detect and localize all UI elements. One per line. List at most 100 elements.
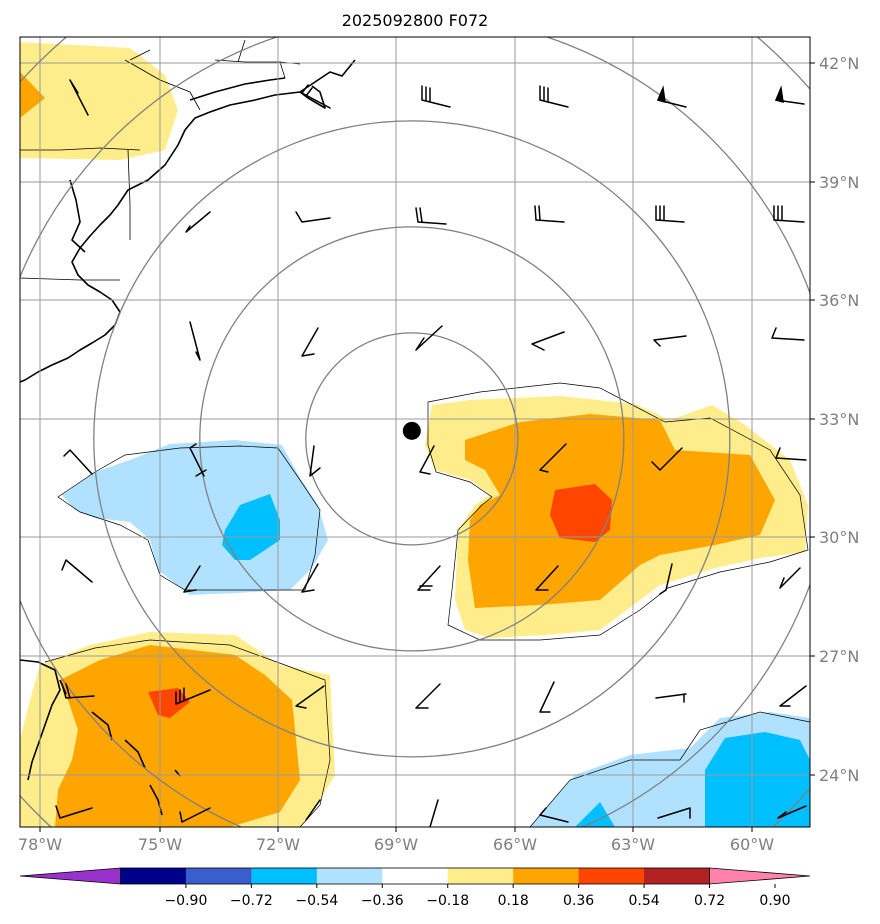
- anomaly-blue-se: [705, 732, 810, 827]
- anomaly-orange-sw: [55, 645, 300, 827]
- wind-barb: [429, 799, 439, 827]
- colorbar-tick-label: −0.72: [230, 893, 273, 909]
- coastline-chesapeake: [69, 179, 86, 253]
- wind-barb: [531, 331, 565, 351]
- lat-label: 36°N: [819, 291, 859, 310]
- wind-barb: [773, 205, 805, 223]
- colorbar-under-extend: [19, 867, 121, 885]
- colorbar-segment: [382, 868, 449, 884]
- wind-barb: [295, 211, 331, 223]
- wind-barb: [421, 85, 451, 108]
- colorbar-tick-label: −0.54: [295, 893, 338, 909]
- anomaly-negative-west: [62, 440, 328, 595]
- wind-barb: [61, 559, 93, 583]
- colorbar-tick-label: 0.18: [498, 893, 529, 909]
- wind-barb: [305, 799, 321, 821]
- lon-label: 69°W: [374, 835, 418, 854]
- anomaly-red-east: [550, 484, 612, 542]
- colorbar-outline: [120, 867, 710, 885]
- wind-barb: [301, 84, 331, 109]
- wind-barb: [189, 321, 201, 361]
- anomaly-blue-west: [222, 494, 280, 560]
- lat-label: 24°N: [819, 766, 859, 785]
- colorbar-tick-label: −0.36: [361, 893, 404, 909]
- lon-label: 72°W: [256, 835, 300, 854]
- lat-label: 33°N: [819, 410, 859, 429]
- lon-label: 66°W: [493, 835, 537, 854]
- wind-barb: [415, 325, 443, 351]
- anomaly-orange-east: [465, 414, 775, 608]
- field-contours: [44, 382, 810, 827]
- lon-label: 63°W: [611, 835, 655, 854]
- lon-label: 78°W: [18, 835, 62, 854]
- latitude-labels: 42°N 39°N 36°N 33°N 30°N 27°N 24°N: [819, 54, 859, 785]
- wind-barb: [651, 447, 683, 471]
- wind-barb: [535, 565, 559, 591]
- map-frame: [19, 36, 811, 828]
- colorbar-segment: [644, 868, 711, 884]
- colorbar-segment: [316, 868, 383, 884]
- wind-barb: [415, 683, 441, 709]
- colorbar-tick-label: 0.54: [629, 893, 660, 909]
- range-ring: [93, 120, 731, 758]
- coastline-bahamas-2: [124, 739, 146, 769]
- wind-barb: [775, 447, 807, 461]
- wind-barb: [415, 207, 447, 225]
- anomaly-positive-nw: [20, 42, 178, 160]
- coastline-bahamas-1: [91, 711, 113, 741]
- lat-label: 42°N: [819, 54, 859, 73]
- shaded-fields: [20, 42, 810, 827]
- state-borders: [20, 39, 301, 281]
- colorbar: −0.90 −0.72 −0.54 −0.36 −0.18 0.18 0.36 0.54 0.7…: [19, 867, 811, 909]
- colorbar-tick-label: 0.90: [759, 893, 790, 909]
- lon-label: 75°W: [138, 835, 182, 854]
- wind-barb: [539, 681, 555, 713]
- lat-label: 39°N: [819, 173, 859, 192]
- colorbar-segment: [120, 868, 187, 884]
- longitude-labels: 78°W 75°W 72°W 69°W 66°W 63°W 60°W: [18, 835, 774, 854]
- lon-label: 60°W: [730, 835, 774, 854]
- wind-barb: [771, 327, 805, 341]
- wind-barb: [655, 693, 687, 703]
- anomaly-orange-nw: [20, 72, 45, 118]
- wind-barb: [189, 443, 207, 477]
- coastlines: [20, 59, 356, 816]
- wind-barb: [55, 805, 93, 819]
- range-ring: [305, 332, 519, 546]
- colorbar-segment: [513, 868, 580, 884]
- wind-barb: [653, 335, 687, 347]
- colorbar-tick-label: 0.72: [694, 893, 725, 909]
- wind-barb: [69, 79, 89, 116]
- colorbar-segment: [578, 868, 645, 884]
- wind-barb: [301, 563, 319, 593]
- wind-barb: [295, 685, 325, 709]
- coastline-northeast-us: [20, 59, 356, 383]
- wind-barb: [61, 683, 95, 699]
- lat-label: 30°N: [819, 528, 859, 547]
- wind-barb: [655, 205, 685, 223]
- coastline-long-island: [189, 77, 286, 101]
- wind-barb: [417, 565, 441, 591]
- wind-barb-pennant: [774, 85, 784, 104]
- wind-barb: [539, 443, 567, 473]
- range-ring: [199, 226, 625, 652]
- wind-barb: [659, 563, 673, 595]
- colorbar-segment: [251, 868, 318, 884]
- wind-barb: [175, 687, 211, 705]
- wind-barb: [779, 567, 801, 589]
- wind-barb: [185, 211, 211, 233]
- wind-barb: [534, 205, 565, 223]
- wind-barb: [183, 565, 201, 593]
- colorbar-segment: [185, 868, 252, 884]
- wind-barb: [539, 85, 569, 108]
- wind-barb: [301, 327, 319, 357]
- colorbar-tick-label: −0.18: [426, 893, 469, 909]
- coastline-florida: [20, 659, 61, 781]
- wind-barb: [419, 445, 435, 475]
- wind-barb: [539, 807, 569, 823]
- map-title: 2025092800 F072: [342, 11, 489, 30]
- wind-barb: [63, 449, 93, 475]
